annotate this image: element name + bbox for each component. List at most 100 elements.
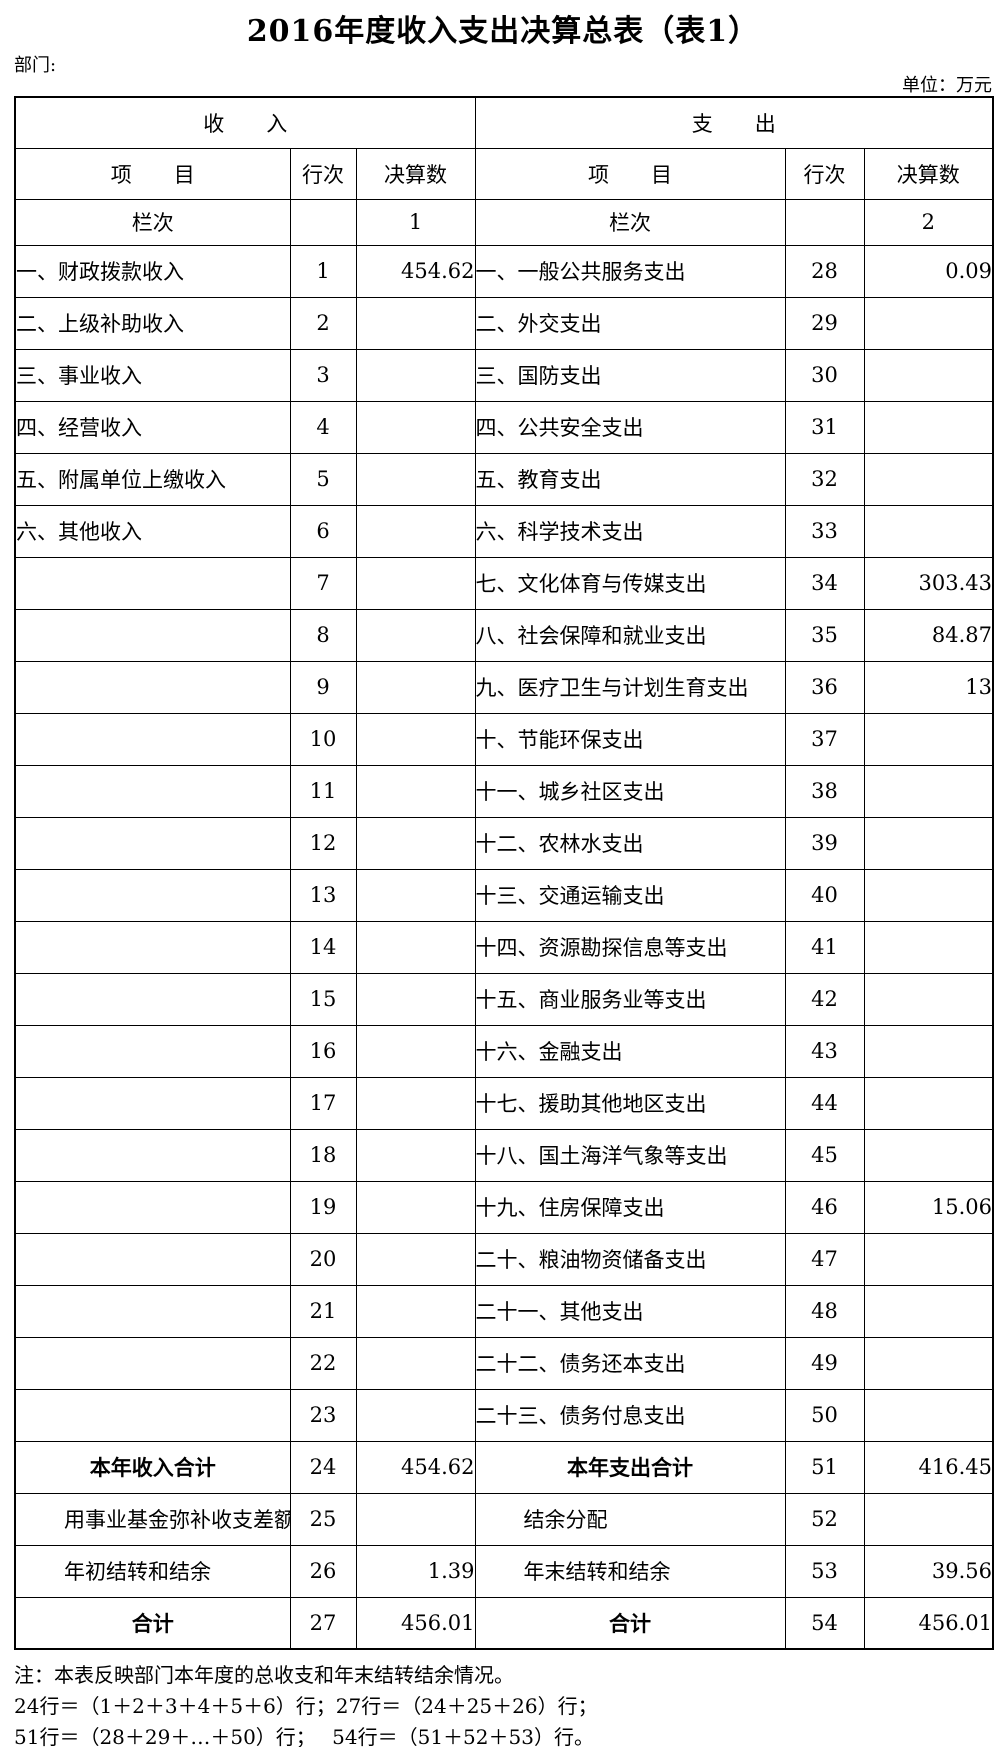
expense-amount-cell: [863, 1336, 994, 1390]
expense-lineno-cell: 46: [784, 1180, 865, 1234]
income-item-cell: [14, 1388, 291, 1442]
expense-item-cell: 二十、粮油物资储备支出: [474, 1232, 786, 1286]
expense-lineno-cell: 38: [784, 764, 865, 818]
expense-item-cell: 五、教育支出: [474, 452, 786, 506]
expense-lineno-cell: 39: [784, 816, 865, 870]
expense-lineno-cell: 48: [784, 1284, 865, 1338]
expense-item-cell: 二十一、其他支出: [474, 1284, 786, 1338]
expense-amount-column-header: 决算数: [863, 147, 994, 200]
expense-lineno-cell: 49: [784, 1336, 865, 1390]
expense-amount-cell: 39.56: [863, 1544, 994, 1598]
income-lineno-cell: 18: [289, 1128, 357, 1182]
table-row: 用事业基金弥补收支差额 25 结余分配 52: [14, 1492, 994, 1546]
income-lineno-cell: 2: [289, 296, 357, 350]
expense-lineno-cell: 52: [784, 1492, 865, 1546]
table-row: 四、经营收入 4 四、公共安全支出 31: [14, 400, 994, 454]
income-item-cell: 五、附属单位上缴收入: [14, 452, 291, 506]
table-row: 17 十七、援助其他地区支出 44: [14, 1076, 994, 1130]
income-amount-cell: [355, 296, 476, 350]
expense-amount-cell: [863, 1232, 994, 1286]
expense-amount-cell: [863, 1128, 994, 1182]
page-title: 2016年度收入支出决算总表（表1）: [246, 14, 760, 49]
income-item-cell: 四、经营收入: [14, 400, 291, 454]
income-item-cell: [14, 1128, 291, 1182]
expense-item-cell: 年末结转和结余: [474, 1544, 786, 1598]
income-amount-cell: [355, 1492, 476, 1546]
table-row: 五、附属单位上缴收入 5 五、教育支出 32: [14, 452, 994, 506]
table-row: 12 十二、农林水支出 39: [14, 816, 994, 870]
income-amount-cell: [355, 452, 476, 506]
income-amount-cell: [355, 660, 476, 714]
expense-section-header: 支 出: [474, 96, 994, 149]
income-lineno-cell: 9: [289, 660, 357, 714]
income-lineno-cell: 10: [289, 712, 357, 766]
income-item-cell: [14, 764, 291, 818]
income-amount-cell: [355, 920, 476, 974]
expense-lineno-cell: 43: [784, 1024, 865, 1078]
expense-item-cell: 一、一般公共服务支出: [474, 244, 786, 298]
table-row: 二、上级补助收入 2 二、外交支出 29: [14, 296, 994, 350]
expense-amount-cell: [863, 1024, 994, 1078]
income-amount-cell: [355, 816, 476, 870]
table-row: 三、事业收入 3 三、国防支出 30: [14, 348, 994, 402]
expense-lineno-cell: 45: [784, 1128, 865, 1182]
income-index-lineno-blank: [289, 198, 357, 246]
department-label: 部门:: [14, 55, 57, 76]
expense-lineno-cell: 35: [784, 608, 865, 662]
expense-item-cell: 二、外交支出: [474, 296, 786, 350]
expense-lineno-cell: 28: [784, 244, 865, 298]
table-row: 23 二十三、债务付息支出 50: [14, 1388, 994, 1442]
income-amount-cell: [355, 764, 476, 818]
income-item-cell: [14, 1336, 291, 1390]
expense-lineno-cell: 36: [784, 660, 865, 714]
income-item-cell: 二、上级补助收入: [14, 296, 291, 350]
income-amount-cell: [355, 608, 476, 662]
footnote-line: 注：本表反映部门本年度的总收支和年末结转结余情况。: [14, 1663, 514, 1687]
expense-item-cell: 十二、农林水支出: [474, 816, 786, 870]
table-row: 7 七、文化体育与传媒支出 34 303.43: [14, 556, 994, 610]
income-amount-cell: 456.01: [355, 1596, 476, 1650]
column-index-row: 栏次 1 栏次 2: [14, 198, 994, 246]
meta-block: 部门: 单位：万元: [14, 56, 992, 96]
income-item-cell: [14, 608, 291, 662]
expense-amount-cell: [863, 1388, 994, 1442]
income-lineno-cell: 1: [289, 244, 357, 298]
expense-amount-cell: [863, 400, 994, 454]
income-lineno-cell: 17: [289, 1076, 357, 1130]
income-amount-cell: [355, 504, 476, 558]
expense-amount-cell: [863, 504, 994, 558]
expense-item-cell: 八、社会保障和就业支出: [474, 608, 786, 662]
expense-item-cell: 十五、商业服务业等支出: [474, 972, 786, 1026]
income-amount-column-header: 决算数: [355, 147, 476, 200]
expense-amount-cell: [863, 1284, 994, 1338]
expense-item-cell: 十六、金融支出: [474, 1024, 786, 1078]
expense-item-cell: 六、科学技术支出: [474, 504, 786, 558]
income-item-cell: 六、其他收入: [14, 504, 291, 558]
income-lineno-cell: 6: [289, 504, 357, 558]
income-amount-cell: [355, 556, 476, 610]
income-lineno-cell: 22: [289, 1336, 357, 1390]
expense-lineno-cell: 51: [784, 1440, 865, 1494]
expense-item-cell: 合计: [474, 1596, 786, 1650]
expense-item-cell: 二十二、债务还本支出: [474, 1336, 786, 1390]
income-lineno-cell: 8: [289, 608, 357, 662]
income-lineno-cell: 16: [289, 1024, 357, 1078]
expense-lineno-column-header: 行次: [784, 147, 865, 200]
expense-item-cell: 十四、资源勘探信息等支出: [474, 920, 786, 974]
expense-amount-cell: [863, 764, 994, 818]
income-item-cell: 本年收入合计: [14, 1440, 291, 1494]
expense-amount-cell: [863, 920, 994, 974]
income-item-cell: 用事业基金弥补收支差额: [14, 1492, 291, 1546]
expense-lineno-cell: 33: [784, 504, 865, 558]
expense-item-cell: 七、文化体育与传媒支出: [474, 556, 786, 610]
table-row: 六、其他收入 6 六、科学技术支出 33: [14, 504, 994, 558]
income-item-cell: [14, 1024, 291, 1078]
table-row: 22 二十二、债务还本支出 49: [14, 1336, 994, 1390]
expense-item-cell: 九、医疗卫生与计划生育支出: [474, 660, 786, 714]
expense-amount-cell: 456.01: [863, 1596, 994, 1650]
income-amount-cell: [355, 1076, 476, 1130]
income-amount-cell: [355, 1128, 476, 1182]
income-amount-cell: 1.39: [355, 1544, 476, 1598]
expense-lineno-cell: 32: [784, 452, 865, 506]
expense-item-cell: 十九、住房保障支出: [474, 1180, 786, 1234]
